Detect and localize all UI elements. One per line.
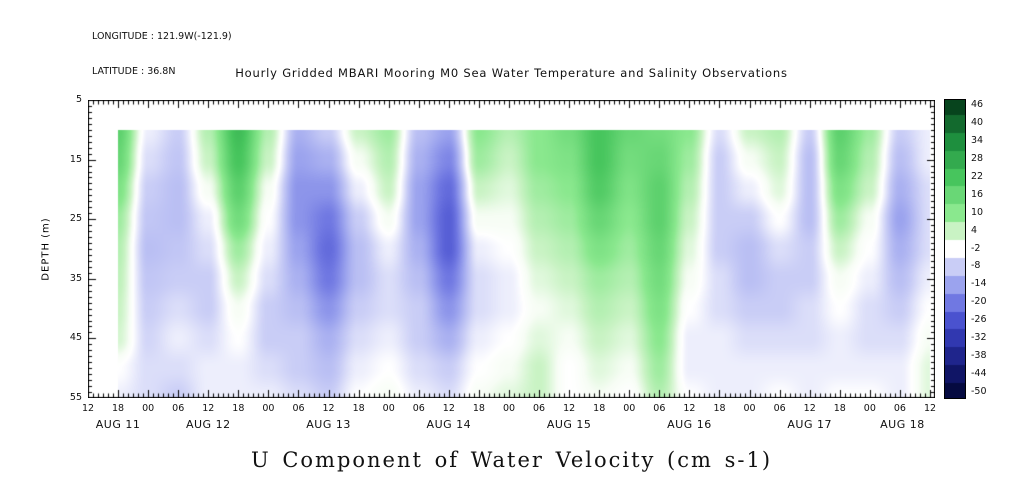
colorbar-tick-label: 16 [971, 188, 984, 200]
colorbar [944, 99, 966, 399]
x-date-label: AUG 13 [306, 418, 351, 431]
plot-title: Hourly Gridded MBARI Mooring M0 Sea Wate… [235, 66, 788, 80]
x-hour-tick-label: 06 [893, 403, 906, 414]
x-hour-tick-label: 00 [743, 403, 756, 414]
x-hour-tick-label: 00 [502, 403, 516, 414]
x-hour-tick-label: 00 [863, 403, 876, 414]
colorbar-tick-label: 4 [971, 224, 978, 236]
x-hour-tick-label: 12 [803, 403, 816, 414]
x-hour-tick-label: 18 [352, 403, 365, 414]
meta-longitude: LONGITUDE : 121.9W(-121.9) [92, 31, 232, 42]
x-hour-tick-label: 12 [923, 403, 937, 414]
x-hour-tick-label: 18 [713, 403, 726, 414]
x-hour-tick-label: 12 [442, 403, 455, 414]
colorbar-tick-label: 40 [971, 117, 984, 129]
colorbar-tick-label: 22 [971, 170, 984, 182]
meta-latitude: LATITUDE : 36.8N [92, 65, 176, 77]
colorbar-tick-label: -2 [971, 242, 981, 254]
x-hour-tick-label: 12 [81, 403, 95, 414]
y-axis-label: DEPTH (m) [40, 217, 52, 281]
x-hour-tick-label: 12 [683, 403, 696, 414]
colorbar-tick-label: -26 [971, 314, 987, 326]
x-hour-tick-label: 06 [172, 403, 185, 414]
x-date-label: AUG 11 [95, 418, 141, 431]
colorbar-tick-label: 46 [971, 99, 984, 111]
y-tick-label: 5 [75, 94, 82, 105]
colorbar-tick-label: -14 [971, 278, 987, 290]
x-hour-tick-label: 12 [322, 403, 335, 414]
x-hour-tick-label: 06 [533, 403, 546, 414]
y-tick-label: 25 [69, 213, 82, 225]
colorbar-tick-label: 10 [971, 206, 984, 218]
colorbar-tick-label: -50 [971, 385, 987, 397]
colorbar-tick-label: -44 [971, 367, 987, 379]
x-date-label: AUG 15 [546, 418, 592, 431]
x-date-label: AUG 18 [880, 418, 925, 431]
colorbar-tick-label: -8 [971, 260, 981, 272]
x-hour-tick-label: 06 [292, 403, 305, 414]
x-hour-tick-label: 06 [412, 403, 425, 414]
x-date-label: AUG 14 [426, 418, 472, 431]
x-date-label: AUG 16 [667, 418, 712, 431]
colorbar-tick-label: -38 [971, 349, 987, 361]
x-date-label: AUG 12 [185, 418, 231, 431]
x-hour-tick-label: 18 [112, 403, 125, 414]
x-hour-tick-label: 00 [262, 403, 275, 414]
colorbar-tick-label: 28 [971, 153, 984, 165]
x-hour-tick-label: 12 [202, 403, 215, 414]
y-tick-label: 55 [69, 392, 82, 403]
x-hour-tick-label: 12 [563, 403, 576, 414]
x-hour-tick-label: 18 [232, 403, 245, 414]
x-hour-tick-label: 00 [623, 403, 636, 414]
x-hour-tick-label: 18 [472, 403, 485, 414]
colorbar-tick-label: 34 [971, 135, 984, 147]
x-hour-tick-label: 00 [142, 403, 155, 414]
x-hour-tick-label: 18 [833, 403, 846, 414]
x-date-label: AUG 17 [787, 418, 832, 431]
y-tick-label: 15 [69, 153, 82, 165]
colorbar-tick-label: -32 [971, 331, 987, 343]
y-tick-label: 35 [69, 272, 82, 284]
heatmap-canvas [88, 100, 935, 398]
plot-caption: U Component of Water Velocity (cm s-1) [250, 448, 773, 472]
x-hour-tick-label: 00 [382, 403, 395, 414]
x-hour-tick-label: 06 [773, 403, 786, 414]
y-tick-label: 45 [69, 332, 82, 344]
colorbar-tick-label: -20 [971, 296, 987, 308]
x-hour-tick-label: 18 [593, 403, 606, 414]
x-hour-tick-label: 06 [653, 403, 666, 414]
